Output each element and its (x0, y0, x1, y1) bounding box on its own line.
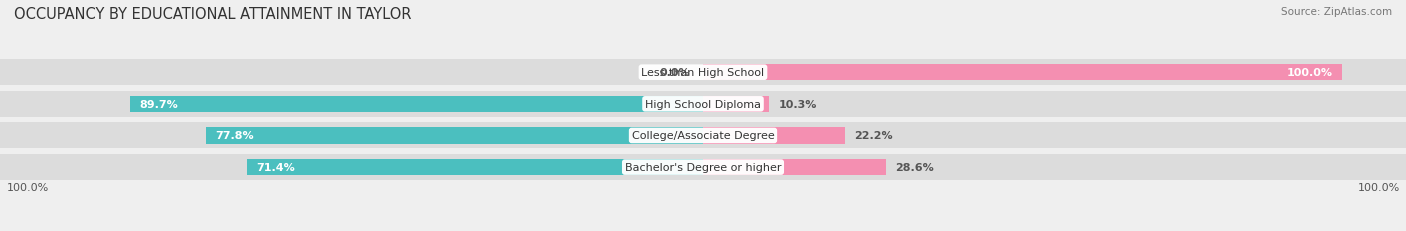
Text: 71.4%: 71.4% (256, 162, 295, 172)
Text: 100.0%: 100.0% (7, 182, 49, 192)
Bar (0, 60, 1406, 86)
Bar (0, 155, 1406, 180)
Bar (0, 91, 1406, 117)
Text: College/Associate Degree: College/Associate Degree (631, 131, 775, 141)
Bar (0, 123, 1406, 149)
Bar (129, 96, 703, 112)
Bar (703, 96, 769, 112)
Text: 77.8%: 77.8% (215, 131, 254, 141)
Bar (205, 128, 703, 144)
Bar (703, 128, 845, 144)
Text: 89.7%: 89.7% (139, 99, 179, 109)
Bar (703, 65, 1343, 81)
Text: Source: ZipAtlas.com: Source: ZipAtlas.com (1281, 7, 1392, 17)
Text: 22.2%: 22.2% (855, 131, 893, 141)
Text: Bachelor's Degree or higher: Bachelor's Degree or higher (624, 162, 782, 172)
Bar (246, 159, 703, 176)
Text: 10.3%: 10.3% (779, 99, 817, 109)
Text: OCCUPANCY BY EDUCATIONAL ATTAINMENT IN TAYLOR: OCCUPANCY BY EDUCATIONAL ATTAINMENT IN T… (14, 7, 412, 22)
Bar (703, 159, 886, 176)
Text: Less than High School: Less than High School (641, 68, 765, 78)
Text: 100.0%: 100.0% (1286, 68, 1333, 78)
Text: 100.0%: 100.0% (1357, 182, 1399, 192)
Text: 28.6%: 28.6% (896, 162, 934, 172)
Text: 0.0%: 0.0% (659, 68, 690, 78)
Text: High School Diploma: High School Diploma (645, 99, 761, 109)
